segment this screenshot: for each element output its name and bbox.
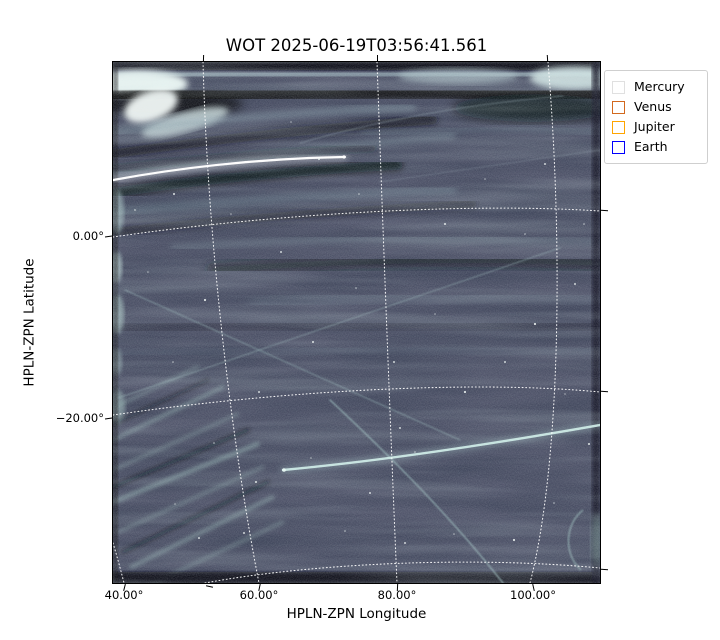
- right-tick-m20: [600, 390, 609, 393]
- y-tick-label-m20: −20.00°: [55, 411, 104, 425]
- cyan-streak: [280, 422, 600, 473]
- grid-longitude-40: [113, 542, 125, 583]
- plot-title: WOT 2025-06-19T03:56:41.561: [225, 36, 488, 55]
- x-axis-label: HPLN-ZPN Longitude: [286, 606, 427, 622]
- legend-label-jupiter: Jupiter: [634, 118, 675, 134]
- earth-marker-swatch: [612, 140, 625, 154]
- x-tick-label-80: 80.00°: [377, 588, 417, 602]
- grid-latitude-0: [113, 207, 600, 238]
- grid-longitude-80: [376, 62, 398, 583]
- venus-marker-swatch: [612, 100, 625, 114]
- mercury-marker-swatch: [612, 80, 625, 94]
- x-tick-label-100: 100.00°: [510, 588, 556, 602]
- legend-item-venus: Venus: [612, 97, 700, 117]
- legend-label-venus: Venus: [634, 98, 672, 114]
- legend-item-mercury: Mercury: [612, 77, 700, 97]
- legend-item-jupiter: Jupiter: [612, 117, 700, 137]
- top-tick-60: [202, 54, 205, 63]
- x-tick-label-40: 40.00°: [104, 588, 144, 602]
- right-tick-0: [600, 209, 609, 212]
- grid-latitude-m20: [113, 386, 600, 416]
- right-tick-m40: [600, 568, 609, 571]
- top-tick-80: [377, 55, 379, 62]
- y-tick-label-0: 0.00°: [72, 229, 104, 243]
- white-streak: [113, 154, 348, 183]
- legend-label-earth: Earth: [634, 138, 668, 154]
- y-axis-label: HPLN-ZPN Latitude: [21, 258, 38, 387]
- y-tick-0: [104, 235, 113, 238]
- y-tick-m20: [104, 417, 113, 420]
- star-speckles: [134, 121, 590, 544]
- x-tick-label-60: 60.00°: [239, 588, 279, 602]
- grid-longitude-100: [529, 62, 558, 583]
- sky-image: [113, 62, 600, 583]
- grid-longitude-60: [202, 62, 260, 583]
- x-tick-lat-m40: [205, 585, 214, 588]
- plot-area: [112, 61, 601, 584]
- legend-item-earth: Earth: [612, 137, 700, 157]
- coordinate-grid: [113, 62, 600, 583]
- jupiter-marker-swatch: [612, 120, 625, 134]
- grid-latitude-m40: [204, 561, 600, 583]
- legend: Mercury Venus Jupiter Earth: [604, 70, 708, 164]
- legend-label-mercury: Mercury: [634, 78, 685, 94]
